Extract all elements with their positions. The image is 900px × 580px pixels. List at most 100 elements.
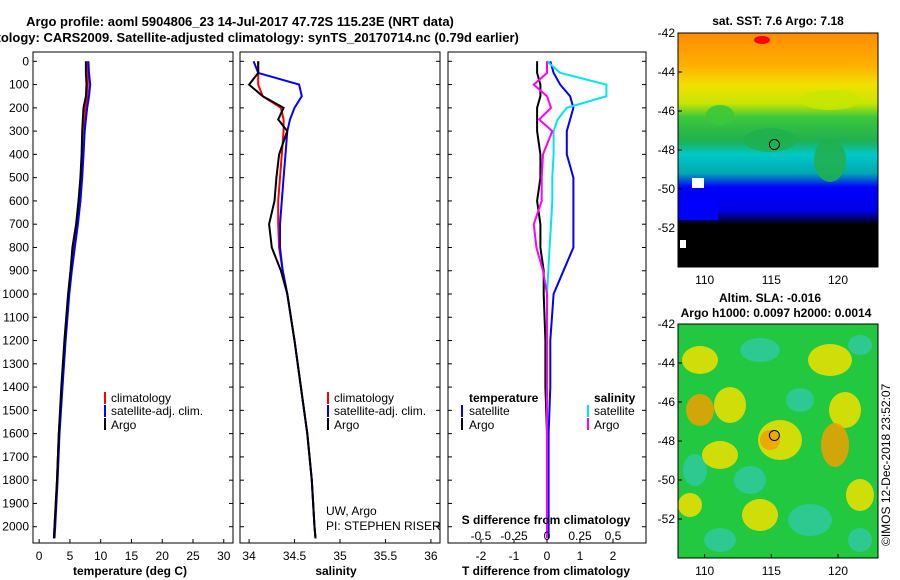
- x-tick-label: 34.5: [283, 549, 307, 563]
- difference-legend: temperature satellite Argo salinity sate…: [461, 391, 636, 432]
- series-line-satellite-adj-clim-: [53, 61, 92, 539]
- salinity-xlabel: salinity: [315, 564, 357, 578]
- x-tick-label: 0: [544, 549, 551, 563]
- temperature-legend: climatology satellite-adj. clim. Argo: [104, 391, 203, 432]
- x-tick-label: 25: [186, 549, 200, 563]
- sla-map-blob: [829, 392, 861, 428]
- sst-map-patch: [800, 90, 860, 110]
- x-tick-label: 5: [67, 549, 74, 563]
- sla-map-blob: [821, 423, 849, 467]
- temperature-axes-frame: [32, 51, 234, 544]
- sst-map-patch: [678, 200, 718, 220]
- depth-tick-label: 1200: [2, 334, 29, 348]
- depth-tick-label: 500: [9, 171, 29, 185]
- map-x-tick-label: 115: [762, 564, 781, 578]
- map-x-tick-label: 115: [762, 273, 781, 287]
- x-tick-label: 35.5: [374, 549, 398, 563]
- sst-map-patch: [744, 128, 796, 152]
- legend-satellite: satellite-adj. clim.: [111, 404, 203, 418]
- sla-map-blob: [846, 479, 874, 511]
- legend-salinity-title: salinity: [594, 391, 636, 405]
- sst-map-argo-marker: [768, 139, 780, 151]
- temperature-xlabel: temperature (deg C): [73, 564, 187, 578]
- legend-s-argo: Argo: [594, 418, 620, 432]
- depth-tick-label: 0: [22, 54, 29, 68]
- map-y-tick-label: -52: [658, 512, 676, 526]
- sla-map-blob: [734, 466, 766, 494]
- depth-tick-label: 400: [9, 147, 29, 161]
- series-line-temperature-argo: [536, 61, 548, 539]
- sla-map-blob: [742, 499, 778, 531]
- map-y-tick-label: -46: [658, 104, 676, 118]
- map-x-tick-label: 120: [828, 273, 848, 287]
- depth-tick-label: 2000: [2, 520, 29, 534]
- sla-map-blob: [760, 430, 780, 450]
- map-y-tick-label: -44: [658, 65, 676, 79]
- series-line-satellite-adj-clim-: [252, 60, 317, 539]
- x-tick-label: 0: [36, 549, 43, 563]
- x-tick-label: 1: [577, 549, 584, 563]
- map-y-tick-label: -46: [658, 395, 676, 409]
- depth-tick-label: 800: [9, 240, 29, 254]
- salinity-axes-frame: [239, 51, 441, 544]
- sst-map-panel: sat. SST: 7.6 Argo: 7.18 110 115 120 -42 -44…: [658, 14, 879, 287]
- map-y-tick-label: -44: [658, 356, 676, 370]
- depth-tick-label: 600: [9, 194, 29, 208]
- legend-climatology: climatology: [111, 391, 171, 405]
- map-y-tick-label: -48: [658, 434, 676, 448]
- x-tick-label: 2: [610, 549, 617, 563]
- annotation-uw-argo: UW, Argo: [326, 504, 377, 518]
- depth-tick-label: 1000: [2, 287, 29, 301]
- x2-tick-label: -0.25: [500, 529, 528, 543]
- x-tick-label: 20: [156, 549, 170, 563]
- sla-map-blob: [678, 493, 702, 517]
- legend-argo: Argo: [111, 418, 137, 432]
- sla-map-blob: [702, 441, 738, 469]
- series-line-salinity-satellite: [546, 60, 608, 539]
- sla-map-blob: [704, 528, 736, 552]
- sla-map-blob: [786, 388, 814, 412]
- title-line1: Argo profile: aoml 5904806_23 14-Jul-201…: [26, 14, 454, 29]
- sla-map-blob: [848, 528, 872, 552]
- x-tick-label: 34: [242, 549, 256, 563]
- difference-panel: -2 -1 0 1 2 -0.5 -0.25 0 0.25 0.5 T difference fr…: [447, 51, 647, 578]
- sla-map-title: Altim. SLA: -0.016: [719, 291, 821, 305]
- sla-map-subtitle: Argo h1000: 0.0097 h2000: 0.0014: [681, 306, 872, 320]
- x-tick-label: 10: [94, 549, 108, 563]
- series-line-salinity-argo: [532, 61, 554, 539]
- sst-map-title: sat. SST: 7.6 Argo: 7.18: [712, 14, 844, 28]
- x2-tick-label: -0.5: [471, 529, 492, 543]
- legend-s-satellite: satellite: [594, 404, 635, 418]
- x-tick-label: 36: [424, 549, 438, 563]
- map-x-tick-label: 110: [695, 564, 714, 578]
- map-x-tick-label: 120: [828, 564, 848, 578]
- sla-map-panel: Altim. SLA: -0.016 Argo h1000: 0.0097 h2…: [658, 291, 879, 578]
- x-tick-label: -1: [509, 549, 520, 563]
- map-y-tick-label: -50: [658, 182, 676, 196]
- sal-legend-satellite: satellite-adj. clim.: [334, 404, 426, 418]
- map-y-tick-label: -50: [658, 473, 676, 487]
- depth-tick-label: 1500: [2, 403, 29, 417]
- x-tick-label: 30: [217, 549, 231, 563]
- legend-temperature-title: temperature: [469, 391, 539, 405]
- salinity-legend: climatology satellite-adj. clim. Argo: [327, 391, 426, 432]
- annotation-pi: PI: STEPHEN RISER: [326, 519, 441, 533]
- depth-tick-label: 1100: [3, 310, 29, 324]
- x2-tick-label: 0: [544, 529, 551, 543]
- sla-map-blob: [683, 454, 707, 486]
- sst-map-mask: [692, 178, 704, 188]
- sal-legend-argo: Argo: [334, 418, 360, 432]
- sla-map-blob: [686, 394, 714, 426]
- x-tick-label: -2: [476, 549, 487, 563]
- sla-map-blob: [848, 335, 872, 355]
- t-difference-xlabel: T difference from climatology: [462, 564, 630, 578]
- title-line2: Climatology: CARS2009. Satellite-adjuste…: [0, 30, 519, 45]
- depth-tick-label: 200: [9, 101, 29, 115]
- sst-map-patch: [814, 138, 846, 182]
- sst-map-hotspot: [754, 36, 770, 44]
- sla-map-argo-marker: [768, 430, 780, 442]
- sst-map-mask: [680, 240, 686, 248]
- footer-copyright: ©IMOS 12-Dec-2018 23:52:07: [879, 383, 893, 546]
- sla-map-blob: [714, 387, 746, 423]
